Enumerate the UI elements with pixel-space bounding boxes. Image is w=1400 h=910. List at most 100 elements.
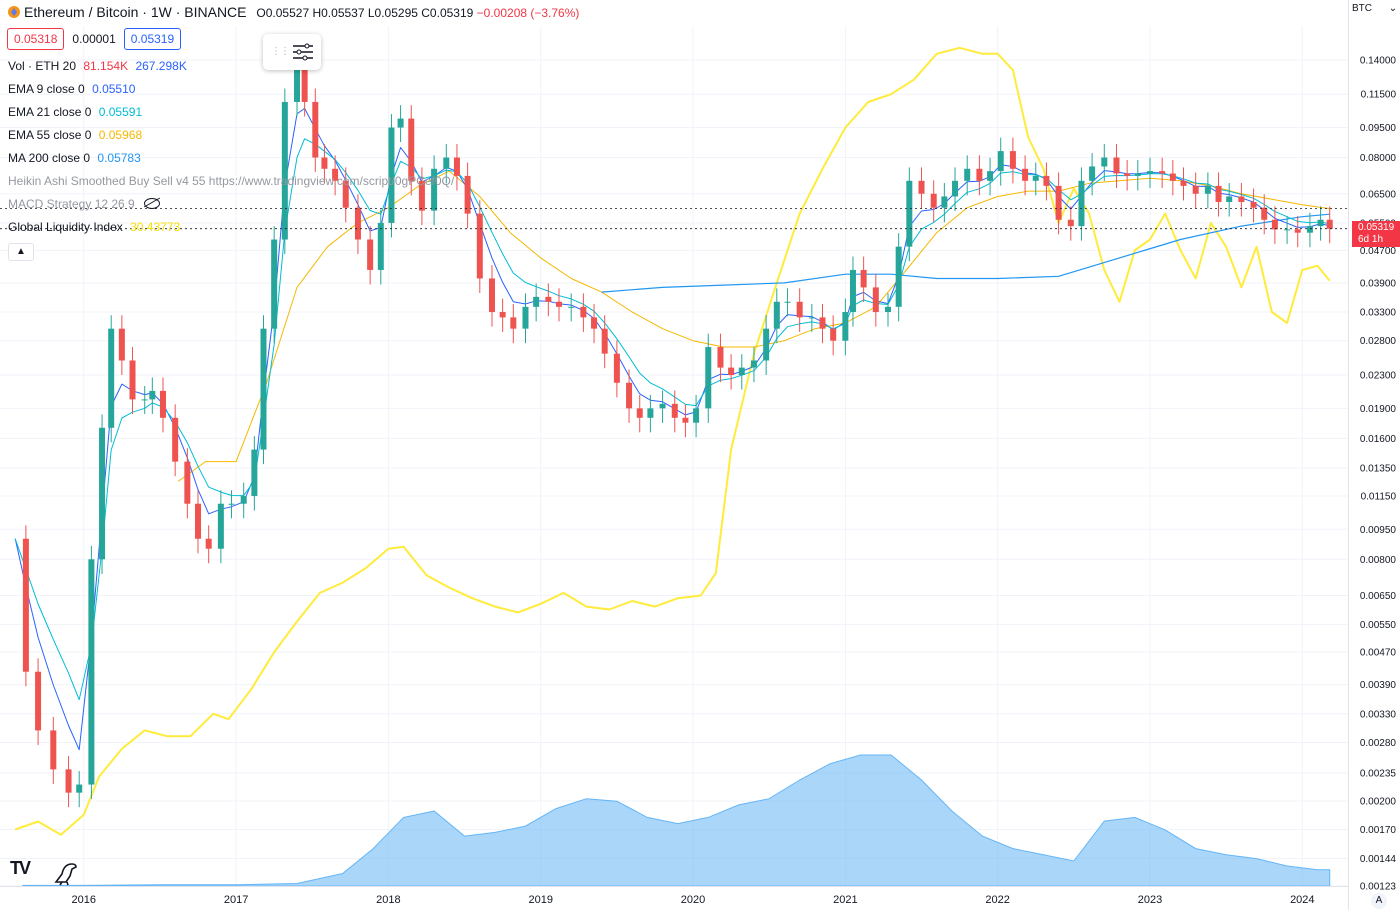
candle-body: [1089, 166, 1096, 181]
indicator-label: EMA 21 close 0: [8, 105, 92, 119]
candle-body: [294, 53, 301, 102]
candle-body: [728, 367, 735, 376]
indicator-value: 0.05510: [92, 82, 136, 96]
candle-body: [321, 157, 328, 169]
candle-body: [895, 246, 902, 307]
candle-body: [251, 449, 258, 496]
indicator-ema9[interactable]: EMA 9 close 0 0.05510: [8, 82, 135, 96]
candle-body: [976, 168, 983, 181]
candle-body: [418, 180, 425, 211]
indicator-macd[interactable]: MACD Strategy 12 26 9: [8, 197, 161, 211]
indicator-value: 0.05968: [98, 128, 143, 142]
sell-button[interactable]: 0.05318: [7, 28, 65, 50]
indicator-value: 81.154K: [83, 59, 129, 73]
candle-body: [1226, 196, 1233, 202]
candle-body: [1032, 175, 1039, 181]
candle-body: [580, 306, 587, 318]
candle-body: [172, 417, 179, 462]
candle-body: [1238, 196, 1245, 202]
price-tick-label: 0.01350: [1360, 463, 1397, 474]
candle-body: [849, 269, 856, 313]
candle-body: [941, 196, 948, 208]
time-tick-label: 2019: [528, 894, 552, 906]
candle-body: [99, 427, 106, 560]
candle-body: [626, 382, 633, 409]
chevron-down-icon: ⌄: [1388, 3, 1398, 14]
price-tick-label: 0.03900: [1360, 278, 1397, 289]
buy-button[interactable]: 0.05319: [123, 28, 182, 50]
hidden-eye-icon[interactable]: [144, 198, 161, 209]
price-axis-panel: [1348, 0, 1400, 910]
candle-body: [76, 784, 83, 793]
candle-body: [693, 408, 700, 423]
candle-body: [830, 328, 837, 341]
currency-selector[interactable]: BTC ⌄: [1352, 3, 1398, 21]
symbol-title[interactable]: Ethereum / Bitcoin · 1W · BINANCE: [24, 4, 247, 20]
candle-body: [65, 769, 72, 793]
candle-body: [108, 328, 115, 428]
indicator-liquidity[interactable]: Global Liquidity Index 30.43773: [8, 220, 180, 234]
candle-body: [35, 671, 42, 731]
time-tick-label: 2020: [681, 894, 705, 906]
drag-handle-icon[interactable]: ⋮⋮: [271, 46, 290, 57]
indicator-label: EMA 9 close 0: [8, 82, 85, 96]
time-tick-label: 2021: [833, 894, 857, 906]
candle-body: [568, 306, 575, 308]
candle-body: [784, 301, 791, 303]
candle-body: [987, 171, 994, 181]
candle-body: [819, 317, 826, 329]
price-tick-label: 0.00950: [1360, 525, 1397, 536]
auto-scale-button[interactable]: A: [1371, 893, 1387, 909]
change-value: −0.00208 (−3.76%): [476, 6, 580, 20]
candle-body: [533, 296, 540, 307]
chart-legend: Ethereum / Bitcoin · 1W · BINANCE O0.055…: [0, 0, 700, 270]
candle-body: [281, 101, 288, 240]
candle-body: [997, 151, 1004, 172]
time-axis[interactable]: 2016 2017 2018 2019 2020 2021 2022 2023 2024: [0, 886, 1400, 907]
candle-body: [88, 559, 95, 785]
price-axis[interactable]: 0.140000.115000.095000.080000.065000.055…: [1348, 0, 1400, 910]
candle-body: [332, 168, 339, 181]
candle-body: [1192, 185, 1199, 194]
indicator-ema55[interactable]: EMA 55 close 0 0.05968: [8, 128, 142, 142]
ma200-line: [601, 213, 1330, 293]
candle-body: [129, 360, 136, 400]
indicator-label: EMA 55 close 0: [8, 128, 92, 142]
candle-body: [453, 157, 460, 176]
object-tree-icon[interactable]: [291, 43, 315, 61]
floating-toolbar[interactable]: ⋮⋮: [263, 34, 321, 70]
candle-body: [671, 403, 678, 418]
candle-body: [1043, 175, 1050, 186]
candle-body: [591, 317, 598, 329]
candle-body: [1022, 168, 1029, 181]
price-tick-label: 0.00800: [1360, 555, 1397, 566]
price-tick-label: 0.01600: [1360, 434, 1397, 445]
time-tick-label: 2016: [72, 894, 96, 906]
price-tick-label: 0.09500: [1360, 123, 1397, 134]
indicator-ema21[interactable]: EMA 21 close 0 0.05591: [8, 105, 142, 119]
price-tick-label: 0.04700: [1360, 246, 1397, 257]
candle-body: [872, 287, 879, 313]
candle-body: [952, 180, 959, 197]
candle-body: [773, 301, 780, 329]
candle-body: [918, 180, 925, 194]
indicator-label: Heikin Ashi Smoothed Buy Sell v4 55 http…: [8, 174, 455, 188]
tradingview-logo[interactable]: TV: [10, 858, 31, 878]
candle-body: [377, 222, 384, 270]
indicator-value: 0.05783: [97, 151, 141, 165]
indicator-label: MA 200 close 0: [8, 151, 91, 165]
indicator-ma200[interactable]: MA 200 close 0 0.05783: [8, 151, 141, 165]
candle-body: [906, 180, 913, 247]
candle-body: [636, 408, 643, 418]
candle-body: [1180, 180, 1187, 186]
indicator-volume[interactable]: Vol · ETH 20 81.154K 267.298K: [8, 59, 187, 73]
candle-body: [842, 312, 849, 341]
candle-body: [510, 317, 517, 329]
collapse-legend-button[interactable]: ▲: [8, 243, 34, 261]
symbol-header[interactable]: Ethereum / Bitcoin · 1W · BINANCE O0.055…: [8, 4, 579, 20]
price-tick-label: 0.00144: [1360, 854, 1397, 865]
time-tick-label: 2024: [1290, 894, 1314, 906]
indicator-heikin-ashi[interactable]: Heikin Ashi Smoothed Buy Sell v4 55 http…: [8, 174, 454, 188]
candle-body: [1113, 157, 1120, 174]
